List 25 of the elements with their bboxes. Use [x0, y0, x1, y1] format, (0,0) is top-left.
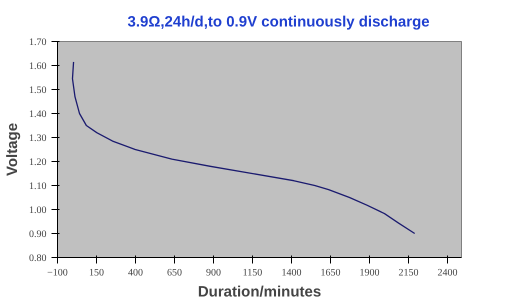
chart-title: 3.9Ω,24h/d,to 0.9V continuously discharge [128, 14, 430, 30]
x-tick-label: −100 [47, 268, 68, 278]
y-tick-label: 1.10 [29, 181, 46, 192]
y-tick-label: 1.40 [29, 109, 46, 120]
line-series [72, 61, 416, 234]
y-tick-label: 1.30 [29, 133, 46, 144]
x-tick-label: 1650 [320, 268, 340, 278]
y-tick-label: 0.90 [29, 229, 46, 240]
y-tick-label: 1.70 [29, 37, 46, 48]
x-tick-label: 150 [88, 268, 104, 278]
y-tick-label: 1.00 [29, 205, 46, 216]
x-tick-label: 1400 [281, 268, 302, 278]
x-tick-label: 1150 [242, 268, 262, 278]
x-tick-label: 2400 [437, 268, 458, 278]
x-axis-title: Duration/minutes [198, 284, 322, 300]
x-tick-label: 900 [206, 268, 221, 278]
x-tick-label: 400 [128, 268, 143, 278]
x-tick-label: 650 [166, 268, 182, 278]
x-tick-label: 1900 [359, 268, 380, 278]
x-tick-label: 2150 [398, 268, 418, 278]
y-tick-label: 1.20 [29, 157, 46, 168]
y-tick-label: 0.80 [29, 253, 46, 264]
y-axis-title: Voltage [4, 122, 21, 176]
y-tick-label: 1.60 [29, 61, 46, 72]
y-tick-label: 1.50 [29, 85, 46, 96]
